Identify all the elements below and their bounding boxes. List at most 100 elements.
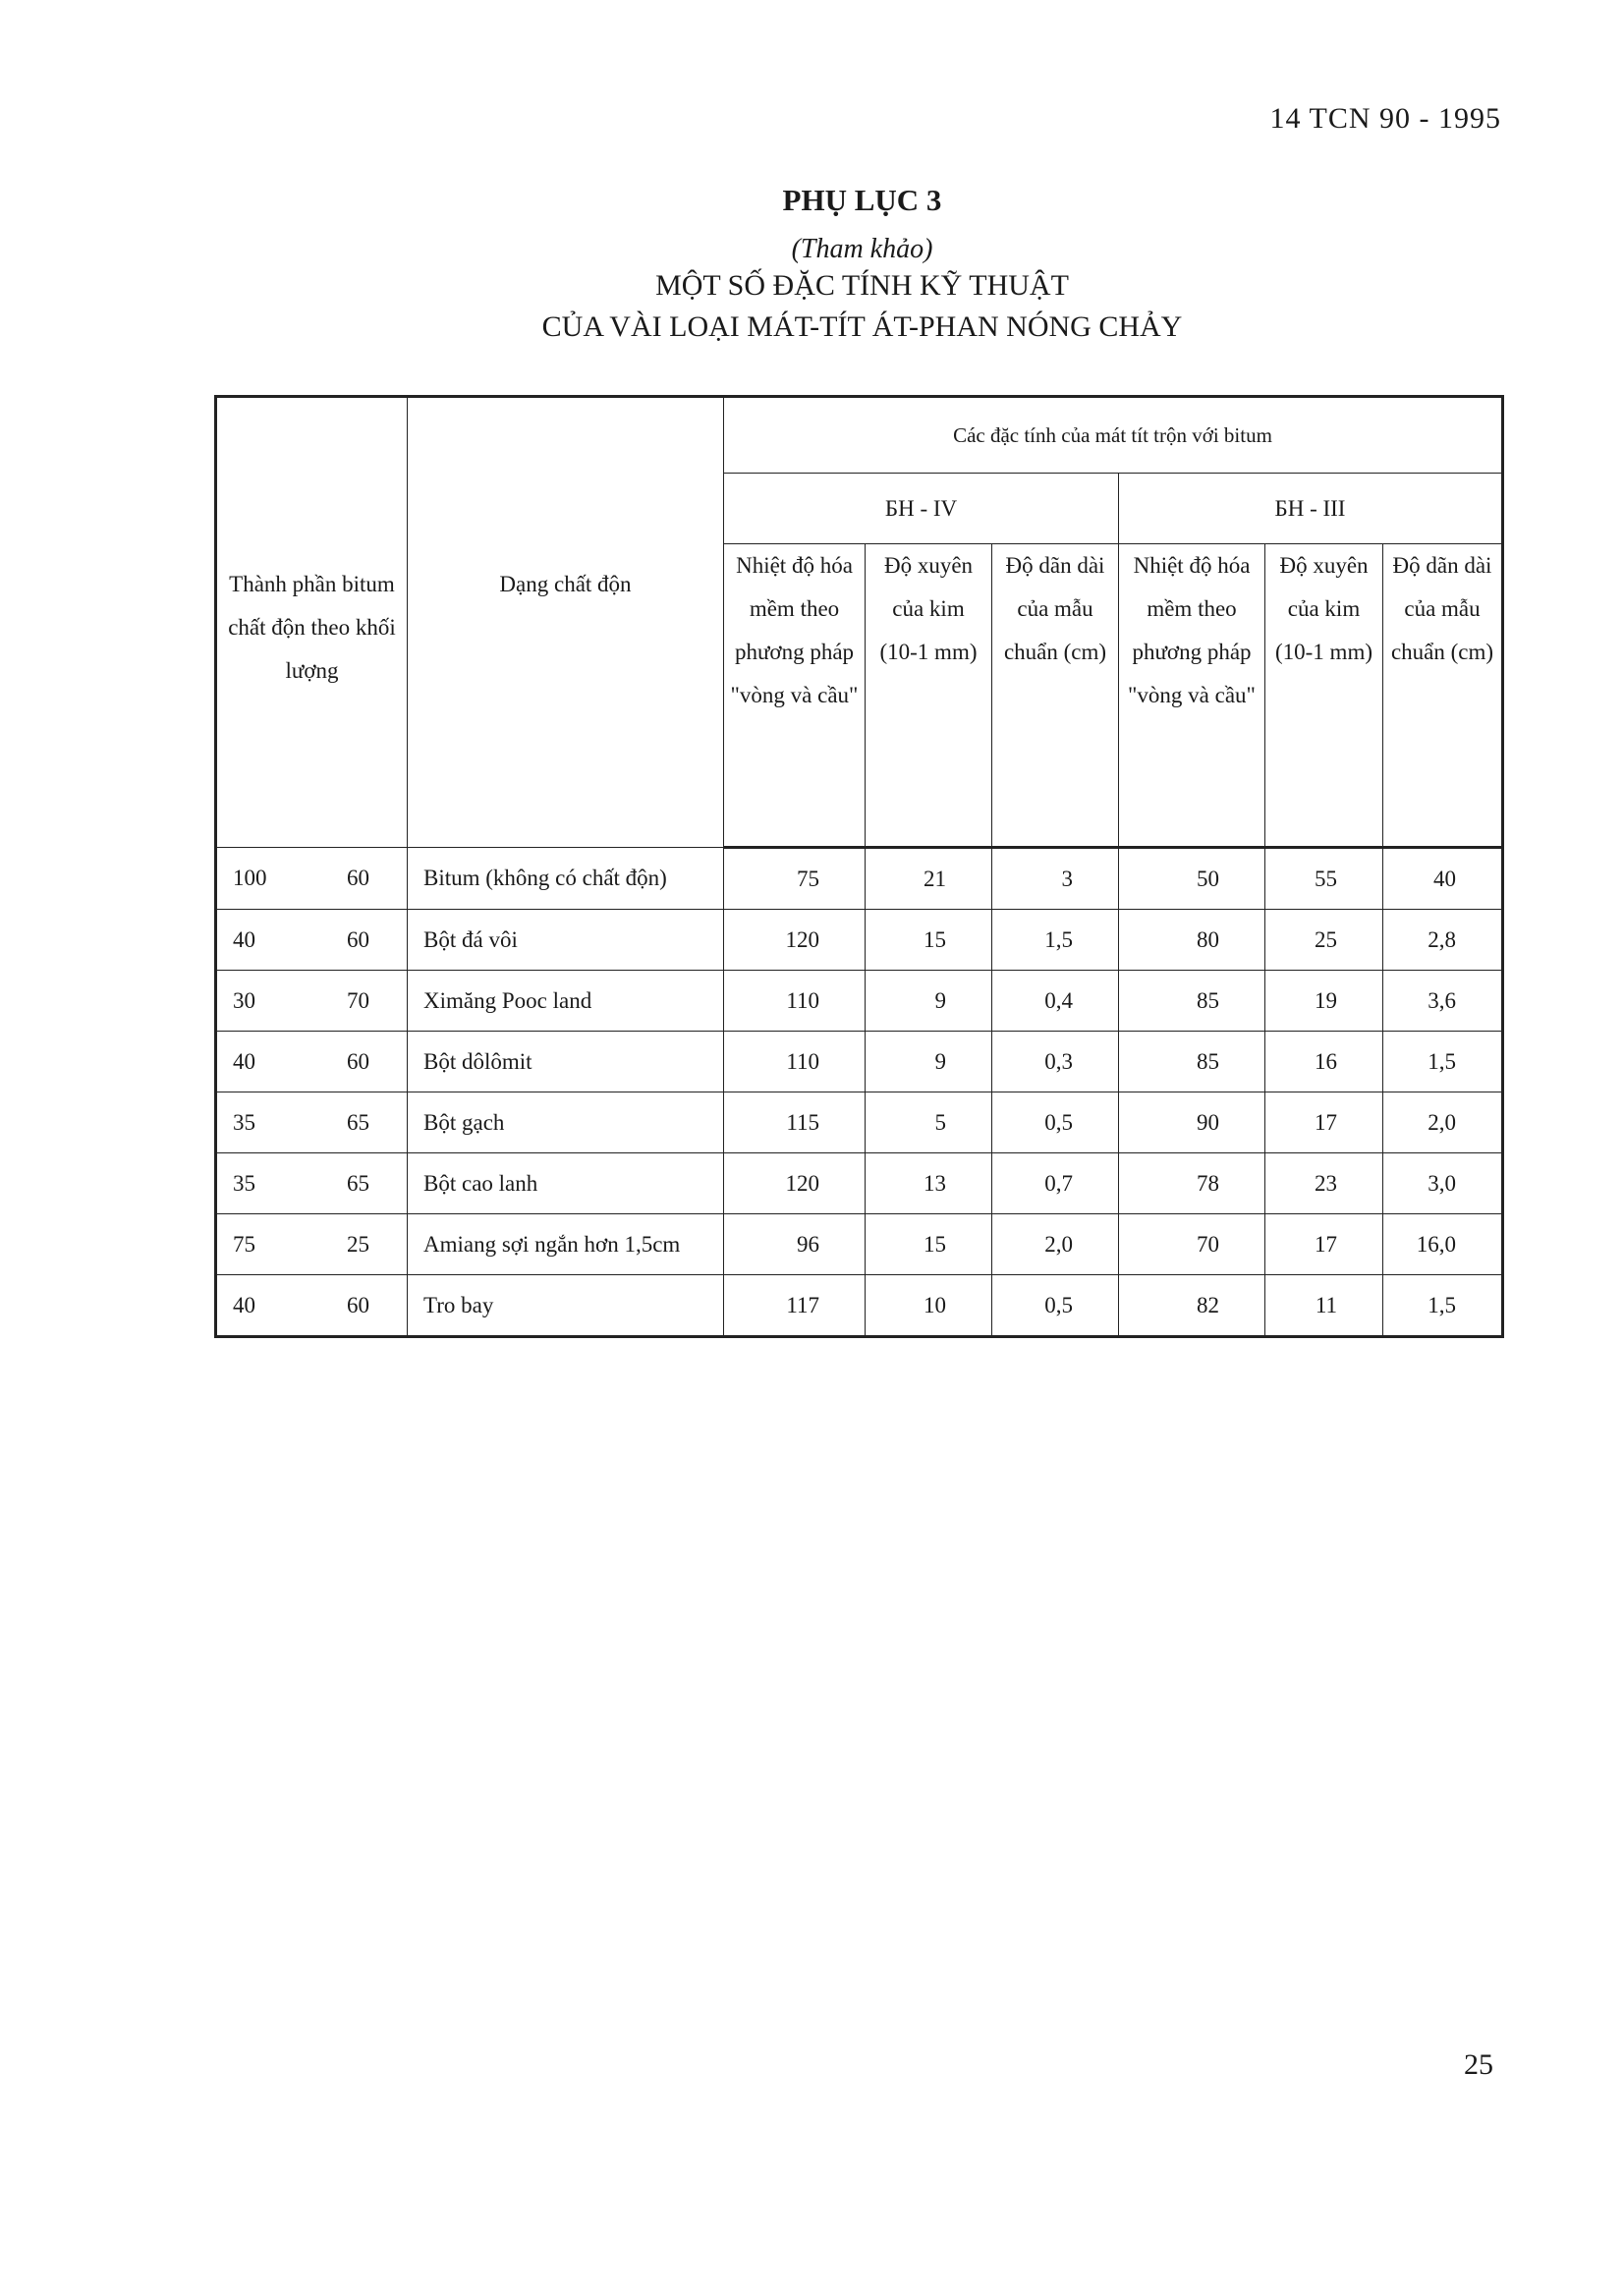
value-cell: 117	[723, 1274, 866, 1337]
value-cell: 3	[991, 847, 1119, 910]
filler-percent: 70	[347, 987, 369, 1013]
value-cell: 3,6	[1382, 970, 1503, 1032]
filler-percent: 65	[347, 1170, 369, 1196]
value-cell: 15	[865, 1213, 992, 1275]
filler-percent: 60	[347, 866, 369, 890]
value-cell: 0,3	[991, 1031, 1119, 1092]
properties-table: Thành phần bitum chất độn theo khối lượn…	[214, 395, 1504, 1338]
filler-type-cell: Bột đá vôi	[407, 909, 724, 971]
document-code: 14 TCN 90 - 1995	[1269, 102, 1501, 135]
composition-cell: 40 60	[215, 909, 408, 971]
filler-percent: 60	[347, 926, 369, 952]
filler-type-cell: Bitum (không có chất độn)	[407, 847, 724, 910]
value-cell: 70	[1118, 1213, 1265, 1275]
header-group: Các đặc tính của mát tít trộn với bitum	[723, 396, 1503, 474]
header-subcolumn: Độ dãn dài của mẫu chuẩn (cm)	[1382, 543, 1503, 849]
value-cell: 0,5	[991, 1092, 1119, 1153]
value-cell: 1,5	[1382, 1274, 1503, 1337]
bitum-percent: 75	[233, 1231, 255, 1257]
header-filler-type: Dạng chất độn	[407, 396, 724, 848]
value-cell: 40	[1382, 847, 1503, 910]
page-title-line-2: CỦA VÀI LOẠI MÁT-TÍT ÁT-PHAN NÓNG CHẢY	[541, 310, 1183, 343]
bitum-percent: 35	[233, 1170, 255, 1196]
value-cell: 0,7	[991, 1152, 1119, 1214]
bitum-percent: 100	[233, 866, 267, 890]
table-row: 40 60 Bột dôlômit 110 9 0,3 85 16 1,5	[215, 1031, 1503, 1092]
value-cell: 1,5	[991, 909, 1119, 971]
value-cell: 21	[865, 847, 992, 910]
table-row: 100 60 Bitum (không có chất độn) 75 21 3 50 55 4…	[215, 847, 1503, 910]
value-cell: 120	[723, 909, 866, 971]
value-cell: 2,0	[991, 1213, 1119, 1275]
bitum-percent: 40	[233, 926, 255, 952]
composition-cell: 35 65	[215, 1152, 408, 1214]
value-cell: 11	[1264, 1274, 1383, 1337]
header-subcolumn: Độ xuyên của kim (10-1 mm)	[865, 543, 992, 849]
value-cell: 1,5	[1382, 1031, 1503, 1092]
table-row: 40 60 Tro bay 117 10 0,5 82 11 1,5	[215, 1274, 1503, 1337]
value-cell: 115	[723, 1092, 866, 1153]
value-cell: 3,0	[1382, 1152, 1503, 1214]
value-cell: 82	[1118, 1274, 1265, 1337]
value-cell: 85	[1118, 1031, 1265, 1092]
value-cell: 120	[723, 1152, 866, 1214]
page-number: 25	[1464, 2048, 1493, 2081]
value-cell: 85	[1118, 970, 1265, 1032]
header-composition: Thành phần bitum chất độn theo khối lượn…	[215, 396, 408, 848]
value-cell: 55	[1264, 847, 1383, 910]
header-subcolumn: Nhiệt độ hóa mềm theo phương pháp "vòng …	[1118, 543, 1265, 849]
value-cell: 13	[865, 1152, 992, 1214]
filler-type-cell: Ximăng Pooc land	[407, 970, 724, 1032]
composition-cell: 40 60	[215, 1274, 408, 1337]
page-title-line-1: MỘT SỐ ĐẶC TÍNH KỸ THUẬT	[655, 269, 1069, 302]
composition-cell: 35 65	[215, 1092, 408, 1153]
value-cell: 9	[865, 1031, 992, 1092]
filler-percent: 25	[347, 1231, 369, 1257]
header-subgroup-bn-iii: БН - III	[1118, 473, 1503, 544]
value-cell: 23	[1264, 1152, 1383, 1214]
filler-type-cell: Amiang sợi ngắn hơn 1,5cm	[407, 1213, 724, 1275]
value-cell: 80	[1118, 909, 1265, 971]
value-cell: 17	[1264, 1213, 1383, 1275]
value-cell: 110	[723, 1031, 866, 1092]
value-cell: 2,8	[1382, 909, 1503, 971]
filler-percent: 60	[347, 1048, 369, 1074]
table-row: 35 65 Bột cao lanh 120 13 0,7 78 23 3,0	[215, 1152, 1503, 1214]
value-cell: 9	[865, 970, 992, 1032]
bitum-percent: 35	[233, 1109, 255, 1135]
table-row: 40 60 Bột đá vôi 120 15 1,5 80 25 2,8	[215, 909, 1503, 971]
appendix-subtitle: (Tham khảo)	[791, 234, 933, 264]
header-subcolumn: Độ dãn dài của mẫu chuẩn (cm)	[991, 543, 1119, 849]
header-subgroup-bn-iv: БН - IV	[723, 473, 1119, 544]
value-cell: 78	[1118, 1152, 1265, 1214]
bitum-percent: 30	[233, 987, 255, 1013]
composition-cell: 100 60	[215, 847, 408, 910]
value-cell: 50	[1118, 847, 1265, 910]
table-row: 30 70 Ximăng Pooc land 110 9 0,4 85 19 3,6	[215, 970, 1503, 1032]
value-cell: 0,5	[991, 1274, 1119, 1337]
value-cell: 15	[865, 909, 992, 971]
bitum-percent: 40	[233, 1292, 255, 1317]
header-subcolumn: Độ xuyên của kim (10-1 mm)	[1264, 543, 1383, 849]
value-cell: 110	[723, 970, 866, 1032]
value-cell: 0,4	[991, 970, 1119, 1032]
value-cell: 19	[1264, 970, 1383, 1032]
filler-type-cell: Bột gạch	[407, 1092, 724, 1153]
value-cell: 2,0	[1382, 1092, 1503, 1153]
value-cell: 16,0	[1382, 1213, 1503, 1275]
value-cell: 17	[1264, 1092, 1383, 1153]
filler-type-cell: Bột dôlômit	[407, 1031, 724, 1092]
composition-cell: 40 60	[215, 1031, 408, 1092]
composition-cell: 30 70	[215, 970, 408, 1032]
value-cell: 25	[1264, 909, 1383, 971]
appendix-title: PHỤ LỤC 3	[782, 183, 942, 217]
value-cell: 16	[1264, 1031, 1383, 1092]
table-row: 35 65 Bột gạch 115 5 0,5 90 17 2,0	[215, 1092, 1503, 1153]
header-subcolumn: Nhiệt độ hóa mềm theo phương pháp "vòng …	[723, 543, 866, 849]
filler-type-cell: Bột cao lanh	[407, 1152, 724, 1214]
filler-percent: 65	[347, 1109, 369, 1135]
composition-cell: 75 25	[215, 1213, 408, 1275]
value-cell: 75	[723, 847, 866, 910]
value-cell: 10	[865, 1274, 992, 1337]
value-cell: 90	[1118, 1092, 1265, 1153]
